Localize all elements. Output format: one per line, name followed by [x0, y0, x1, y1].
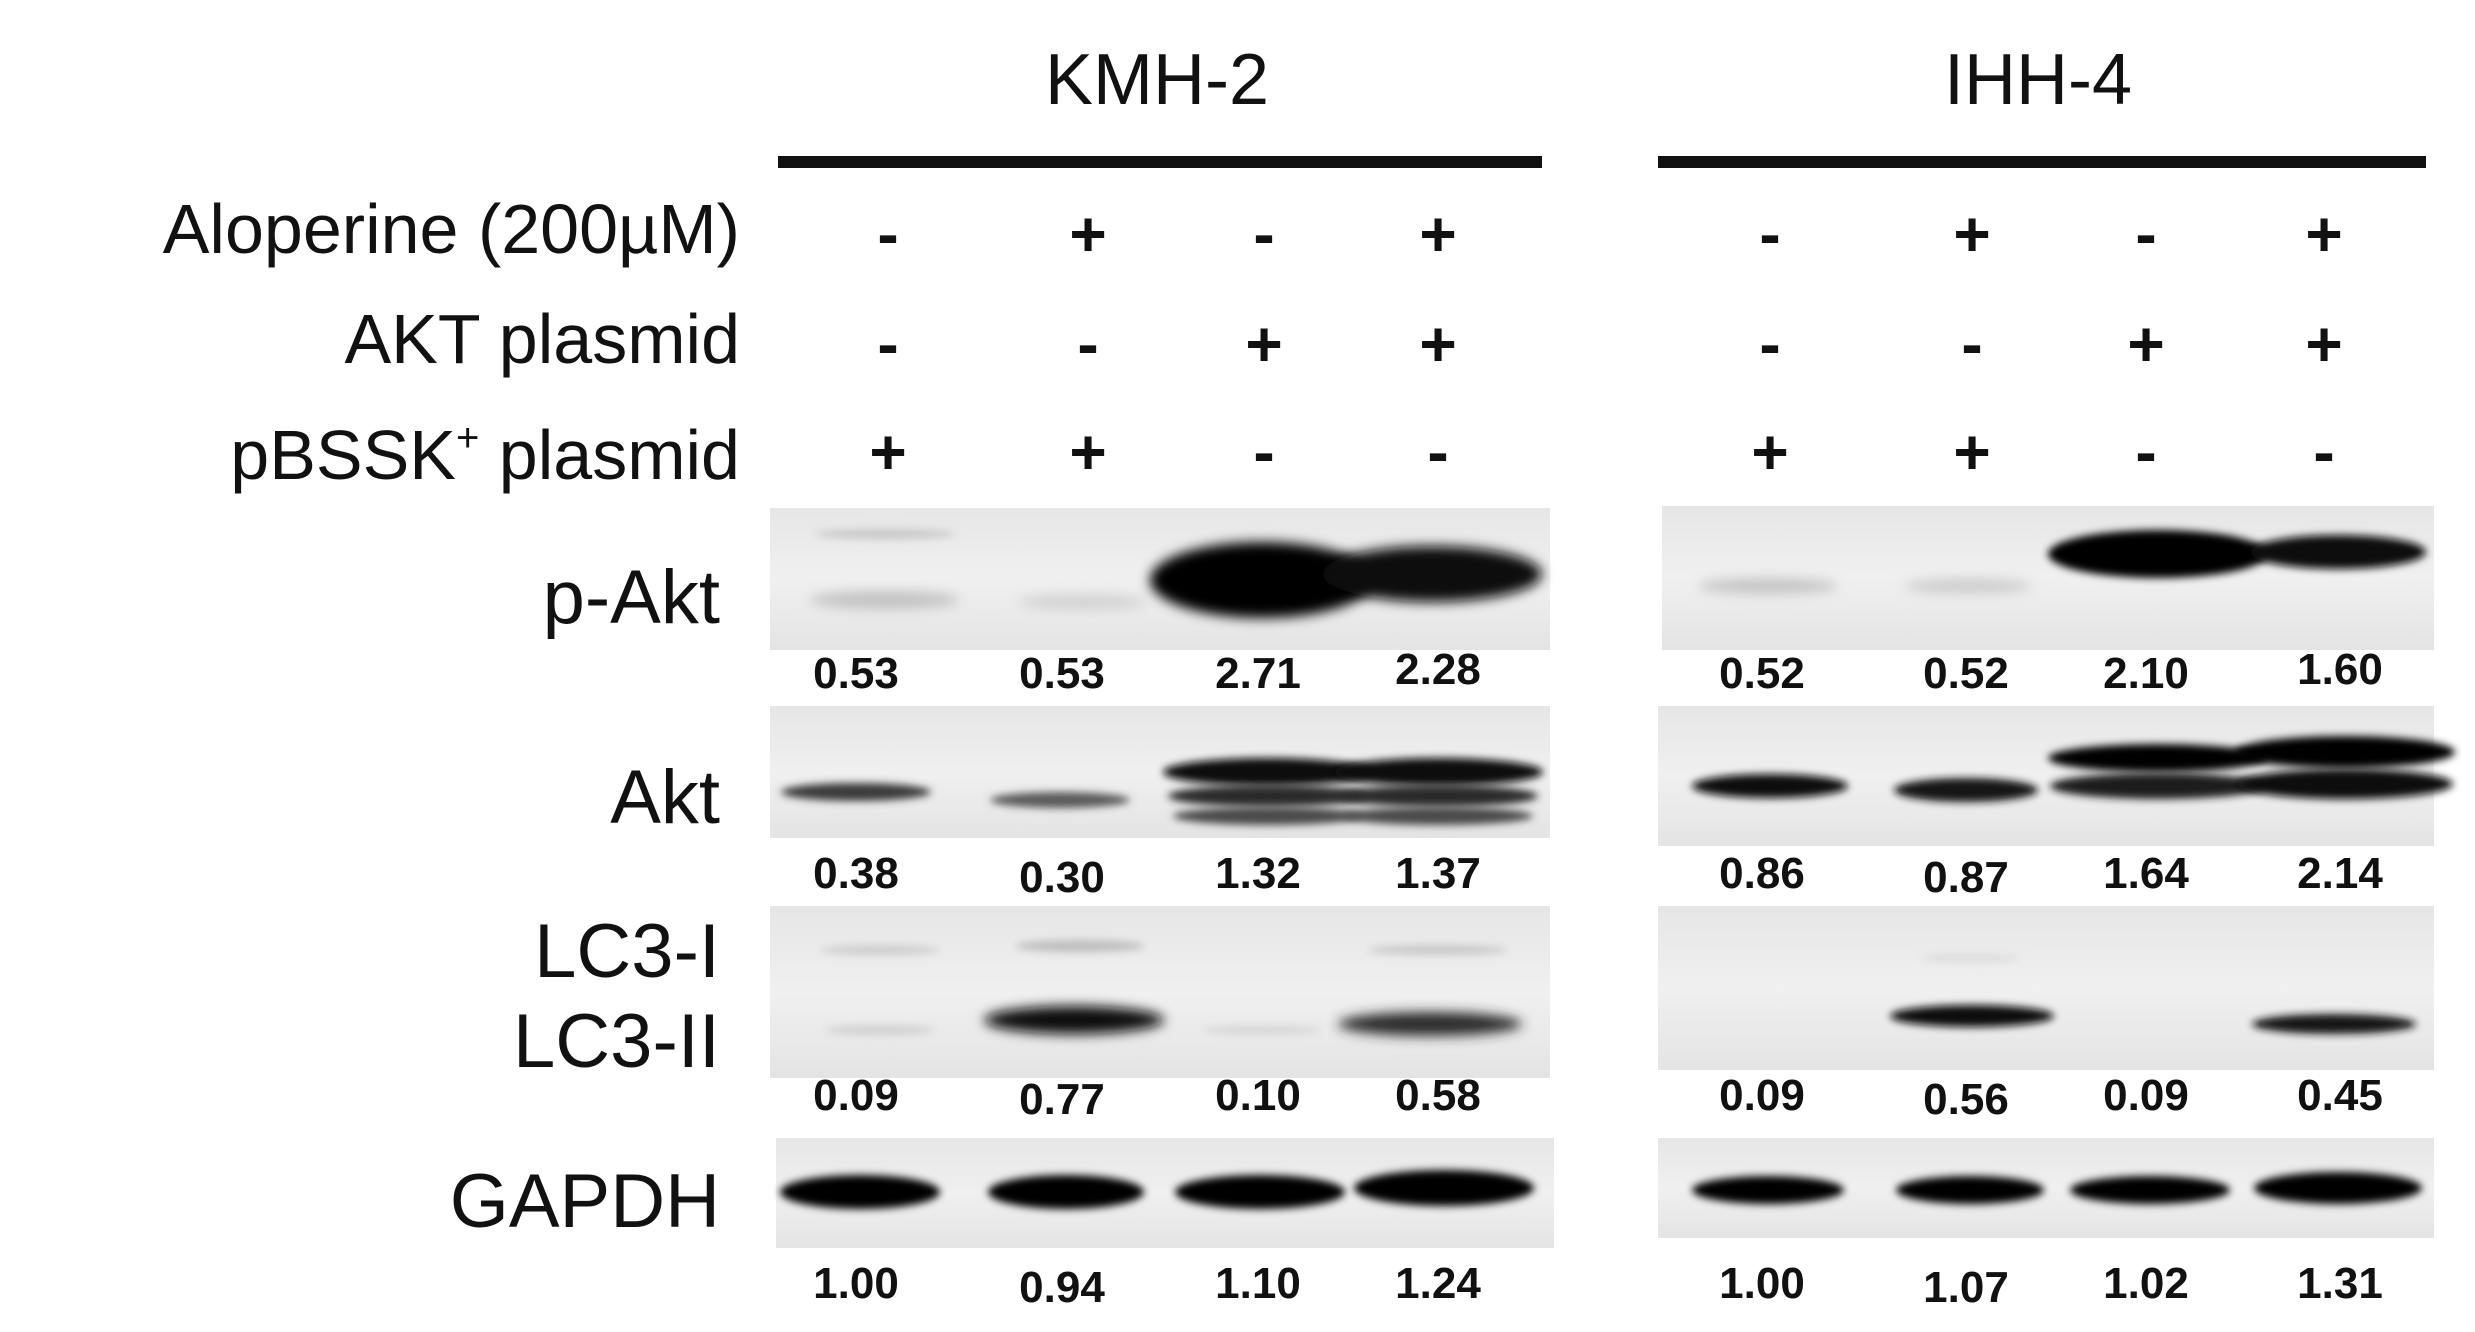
sign-akt-ihh4-lane3: + [2127, 308, 2165, 380]
blot-label-p-akt: p-Akt [542, 555, 720, 640]
sign-aloperine-ihh4-lane4: + [2305, 198, 2343, 270]
quant-akt-ihh4-lane3: 1.64 [2103, 849, 2189, 898]
quant-p-akt-ihh4-lane1: 0.52 [1719, 649, 1805, 698]
band-lc3-ii-ihh4-lane2 [1890, 1005, 2054, 1027]
blot-panel-akt-ihh4 [1658, 706, 2455, 846]
sign-pbssk-ihh4-lane1: + [1751, 416, 1789, 488]
sign-aloperine-ihh4-lane3: - [2135, 198, 2157, 270]
sign-akt-kmh2-lane2: - [1077, 308, 1099, 380]
sign-akt-ihh4-lane2: - [1961, 308, 1983, 380]
sign-akt-kmh2-lane1: - [877, 308, 899, 380]
quant-p-akt-ihh4-lane3: 2.10 [2103, 649, 2189, 698]
blot-panel-p-akt-ihh4 [1662, 506, 2434, 650]
quant-akt-kmh2-lane2: 0.30 [1019, 853, 1105, 902]
condition-label-pbssk-plasmid: pBSSK+ plasmid [0, 418, 740, 490]
quant-lc3-ihh4-lane3: 0.09 [2103, 1071, 2189, 1120]
sign-pbssk-kmh2-lane3: - [1253, 416, 1275, 488]
sign-aloperine-kmh2-lane1: - [877, 198, 899, 270]
quant-gapdh-kmh2-lane2: 0.94 [1019, 1263, 1105, 1312]
quant-lc3-ihh4-lane2: 0.56 [1923, 1075, 2009, 1124]
sign-pbssk-ihh4-lane4: - [2313, 416, 2335, 488]
sign-akt-ihh4-lane4: + [2305, 308, 2343, 380]
sign-aloperine-kmh2-lane3: - [1253, 198, 1275, 270]
sign-aloperine-ihh4-lane1: - [1759, 198, 1781, 270]
pbssk-name: pBSSK [230, 416, 456, 494]
pbssk-plasmid-word: plasmid [498, 416, 740, 494]
blot-label-akt: Akt [610, 755, 720, 840]
cell-line-title-kmh2: KMH-2 [1044, 40, 1269, 120]
condition-label-akt-plasmid: AKT plasmid [344, 300, 740, 378]
sign-pbssk-kmh2-lane1: + [869, 416, 907, 488]
quant-akt-ihh4-lane2: 0.87 [1923, 853, 2009, 902]
quant-p-akt-kmh2-lane3: 2.71 [1215, 649, 1301, 698]
sign-aloperine-kmh2-lane4: + [1419, 198, 1457, 270]
quant-lc3-kmh2-lane1: 0.09 [813, 1071, 899, 1120]
quant-lc3-kmh2-lane3: 0.10 [1215, 1071, 1301, 1120]
quant-lc3-kmh2-lane2: 0.77 [1019, 1075, 1105, 1124]
quant-gapdh-kmh2-lane3: 1.10 [1215, 1259, 1301, 1308]
quant-lc3-ihh4-lane4: 0.45 [2297, 1071, 2383, 1120]
quant-p-akt-ihh4-lane4: 1.60 [2297, 645, 2383, 694]
quant-lc3-ihh4-lane1: 0.09 [1719, 1071, 1805, 1120]
quant-lc3-kmh2-lane4: 0.58 [1395, 1071, 1481, 1120]
sign-pbssk-ihh4-lane3: - [2135, 416, 2157, 488]
quant-akt-ihh4-lane1: 0.86 [1719, 849, 1805, 898]
blot-panel-gapdh-kmh2 [776, 1138, 1554, 1248]
pbssk-superscript: + [455, 416, 480, 460]
blot-panel-gapdh-ihh4 [1658, 1138, 2434, 1238]
sign-pbssk-kmh2-lane2: + [1069, 416, 1107, 488]
band-lc3-ii-kmh2-lane2 [984, 1006, 1164, 1034]
sign-pbssk-ihh4-lane2: + [1953, 416, 1991, 488]
blot-label-lc3-i: LC3-I [534, 909, 720, 994]
sign-aloperine-kmh2-lane2: + [1069, 198, 1107, 270]
quant-gapdh-ihh4-lane4: 1.31 [2297, 1259, 2383, 1308]
blot-label-lc3-ii: LC3-II [513, 999, 720, 1084]
quant-akt-kmh2-lane3: 1.32 [1215, 849, 1301, 898]
quant-akt-ihh4-lane4: 2.14 [2297, 849, 2383, 898]
quant-p-akt-kmh2-lane4: 2.28 [1395, 645, 1481, 694]
band-lc3-ii-ihh4-lane4 [2252, 1014, 2416, 1034]
band-p-akt-ihh4-lane3 [2048, 530, 2268, 578]
cell-line-bracket-kmh2 [778, 156, 1542, 168]
sign-akt-ihh4-lane1: - [1759, 308, 1781, 380]
sign-aloperine-ihh4-lane2: + [1953, 198, 1991, 270]
quant-gapdh-kmh2-lane1: 1.00 [813, 1259, 899, 1308]
quant-gapdh-ihh4-lane3: 1.02 [2103, 1259, 2189, 1308]
band-p-akt-kmh2-lane3 [1150, 542, 1374, 618]
quant-gapdh-kmh2-lane4: 1.24 [1395, 1259, 1481, 1308]
sign-akt-kmh2-lane3: + [1245, 308, 1283, 380]
blot-panel-lc3-ihh4 [1658, 906, 2434, 1070]
cell-line-title-ihh4: IHH-4 [1943, 40, 2132, 120]
sign-pbssk-kmh2-lane4: - [1427, 416, 1449, 488]
quant-p-akt-kmh2-lane1: 0.53 [813, 649, 899, 698]
quant-akt-kmh2-lane1: 0.38 [813, 849, 899, 898]
blot-panel-p-akt-kmh2 [770, 508, 1550, 650]
quant-p-akt-ihh4-lane2: 0.52 [1923, 649, 2009, 698]
band-lc3-ii-kmh2-lane4 [1338, 1012, 1522, 1036]
blot-panel-akt-kmh2 [770, 706, 1550, 838]
cell-line-bracket-ihh4 [1658, 156, 2426, 168]
band-p-akt-ihh4-lane4 [2250, 535, 2426, 569]
quant-p-akt-kmh2-lane2: 0.53 [1019, 649, 1105, 698]
blot-label-gapdh: GAPDH [449, 1159, 720, 1244]
quant-gapdh-ihh4-lane1: 1.00 [1719, 1259, 1805, 1308]
blot-panel-lc3-kmh2 [770, 906, 1550, 1078]
quant-akt-kmh2-lane4: 1.37 [1395, 849, 1481, 898]
sign-akt-kmh2-lane4: + [1419, 308, 1457, 380]
quant-gapdh-ihh4-lane2: 1.07 [1923, 1263, 2009, 1312]
condition-label-aloperine: Aloperine (200µM) [162, 190, 740, 268]
band-p-akt-kmh2-lane4 [1322, 546, 1542, 602]
